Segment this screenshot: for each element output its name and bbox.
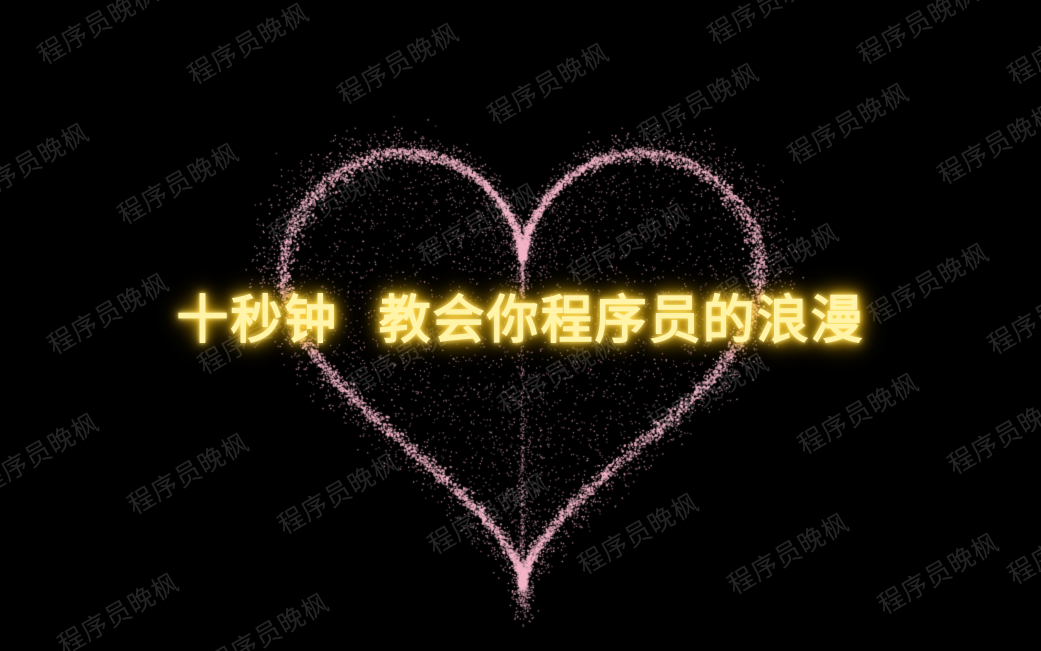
cover-title: 十秒钟 教会你程序员的浪漫 [176, 291, 865, 351]
